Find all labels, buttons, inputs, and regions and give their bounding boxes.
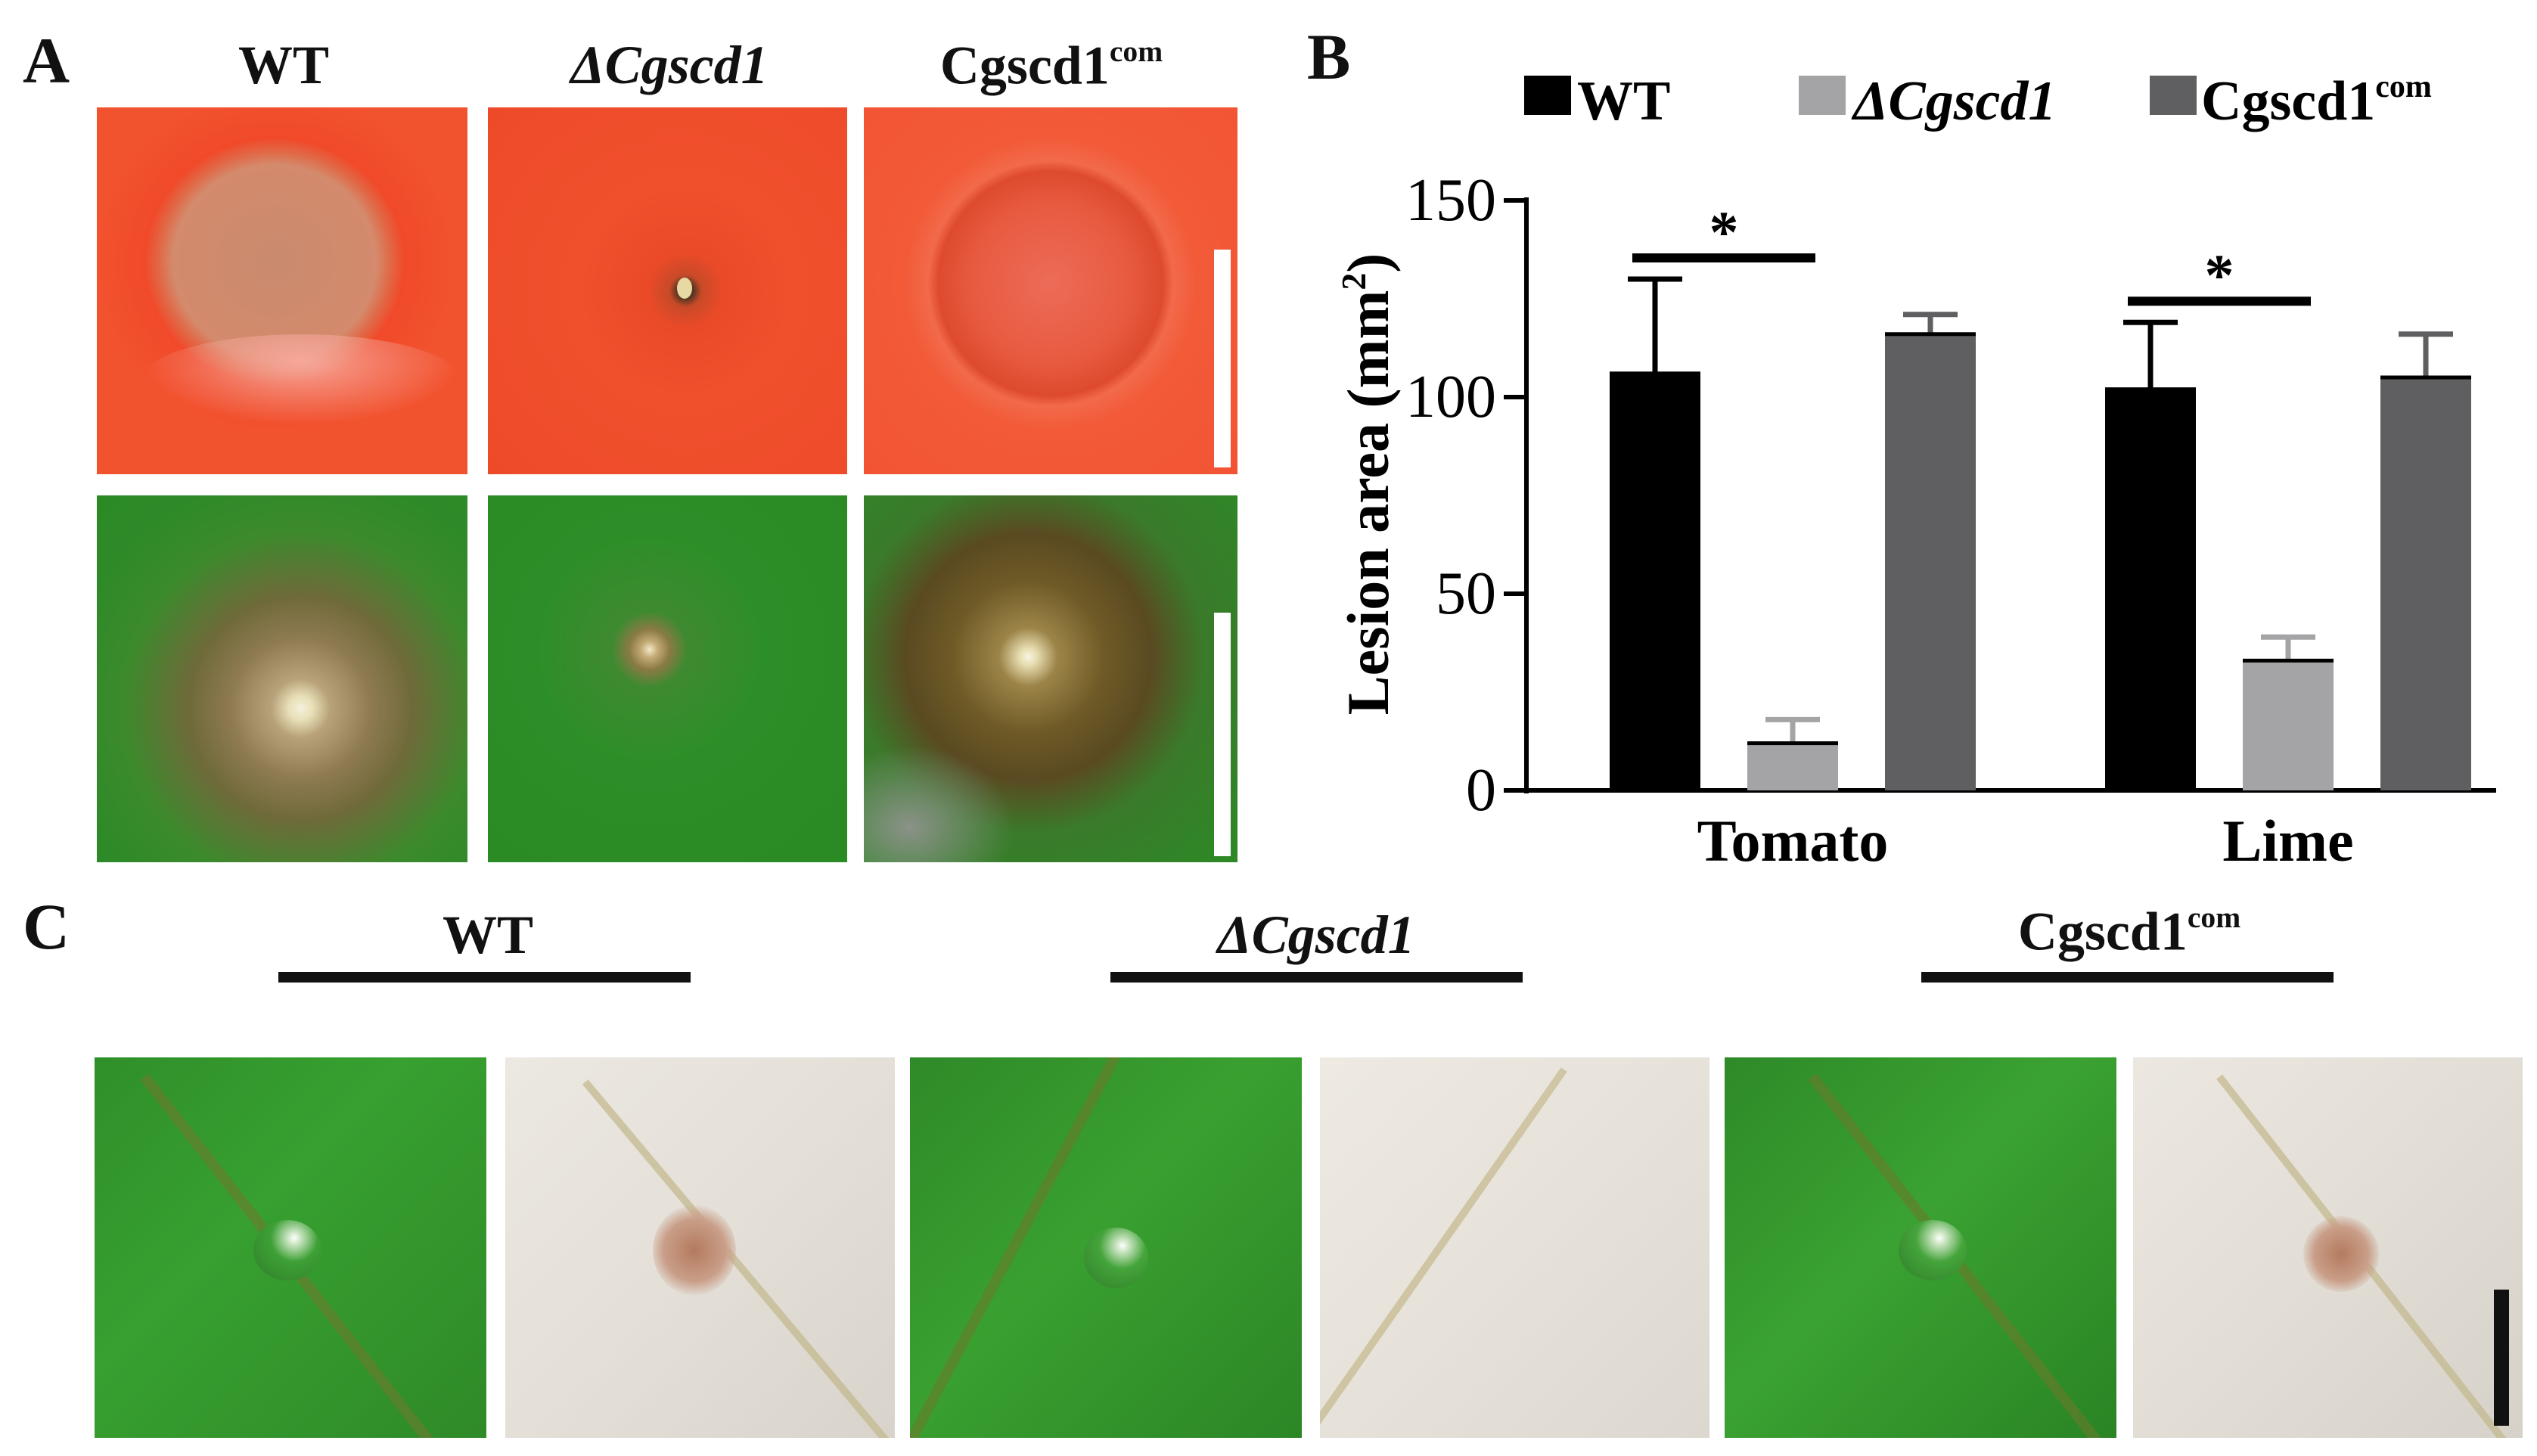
panel-c-header-complement: Cgscd1com bbox=[1925, 900, 2334, 964]
leaf-photo-mutant-cleared bbox=[1320, 1057, 1709, 1438]
panel-c-header-mutant: ΔCgscd1 bbox=[1112, 904, 1520, 967]
panel-c-group-line-complement bbox=[1921, 972, 2334, 983]
lime-photo-complement bbox=[864, 495, 1237, 862]
y-tick-label-100: 100 bbox=[1405, 364, 1496, 430]
droplet-complement bbox=[1899, 1220, 1967, 1281]
leaf-vein-wt-cleared bbox=[582, 1079, 890, 1438]
bar-tomato-1 bbox=[1747, 743, 1838, 790]
bar-lime-1 bbox=[2243, 660, 2334, 790]
lesion-area-chart: WT ΔCgscd1 Cgscd1com Lesion area (mm2) 0… bbox=[1334, 70, 2496, 874]
lesion-stain-wt bbox=[653, 1205, 736, 1296]
panel-c-group-line-wt bbox=[278, 972, 691, 983]
droplet-mutant bbox=[1084, 1228, 1148, 1288]
lesion-stain-complement bbox=[2303, 1216, 2379, 1292]
lime-photo-wt bbox=[97, 495, 467, 862]
tomato-scale-bar bbox=[1214, 250, 1231, 467]
tomato-photo-wt bbox=[97, 107, 467, 474]
x-tick-label-lime: Lime bbox=[2222, 808, 2353, 874]
panel-c-letter: C bbox=[23, 890, 70, 963]
panel-a-header-mutant: ΔCgscd1 bbox=[488, 34, 851, 97]
significance-marker-lime: * bbox=[2205, 242, 2234, 308]
droplet-wt bbox=[253, 1220, 321, 1281]
panel-a-header-complement: Cgscd1com bbox=[870, 34, 1233, 98]
bar-lime-2 bbox=[2380, 377, 2471, 790]
leaf-photo-wt-cleared bbox=[505, 1057, 895, 1438]
lime-scale-bar bbox=[1214, 613, 1231, 856]
y-tick-label-150: 150 bbox=[1405, 167, 1496, 234]
x-tick-label-tomato: Tomato bbox=[1697, 808, 1889, 874]
leaf-photo-mutant-fresh bbox=[910, 1057, 1302, 1438]
panel-a-header-wt: WT bbox=[102, 34, 465, 97]
bar-lime-0 bbox=[2105, 389, 2196, 790]
tomato-lesion-rim-wt bbox=[142, 334, 460, 425]
panel-c-header-mutant-text: ΔCgscd1 bbox=[1217, 905, 1415, 965]
panel-c-header-wt: WT bbox=[284, 904, 692, 967]
leaf-scale-bar bbox=[2494, 1290, 2509, 1426]
panel-a-header-wt-text: WT bbox=[238, 35, 330, 95]
lime-photo-mutant bbox=[488, 495, 847, 862]
panel-c-header-wt-text: WT bbox=[442, 905, 534, 965]
panel-c-header-complement-text: Cgscd1 bbox=[2017, 901, 2188, 962]
leaf-photo-complement-fresh bbox=[1725, 1057, 2116, 1438]
panel-c-group-line-mutant bbox=[1110, 972, 1523, 983]
panel-a-header-complement-sup: com bbox=[1109, 35, 1163, 68]
legend-label-wt: WT bbox=[1577, 70, 1670, 132]
leaf-photo-complement-cleared bbox=[2133, 1057, 2523, 1438]
panel-a-letter: A bbox=[23, 24, 70, 97]
legend-label-complement: Cgscd1com bbox=[2201, 70, 2432, 132]
lime-reflection-complement bbox=[864, 745, 1015, 862]
y-axis-label: Lesion area (mm2) bbox=[1334, 253, 1401, 716]
tomato-inoculation-point-mutant bbox=[677, 278, 692, 299]
chart-bars: Tomato Lime * * bbox=[1610, 199, 2471, 874]
leaf-photo-wt-fresh bbox=[95, 1057, 486, 1438]
panel-b-letter: B bbox=[1307, 20, 1351, 93]
tomato-photo-mutant bbox=[488, 107, 847, 474]
legend-swatch-mutant bbox=[1799, 76, 1846, 115]
bar-tomato-0 bbox=[1610, 373, 1700, 790]
legend-swatch-wt bbox=[1524, 76, 1571, 115]
panel-a-header-mutant-text: ΔCgscd1 bbox=[570, 35, 769, 95]
panel-a-header-complement-text: Cgscd1 bbox=[939, 35, 1110, 96]
leaf-vein-mutant-cleared bbox=[1320, 1067, 1567, 1438]
significance-marker-tomato: * bbox=[1709, 199, 1739, 265]
legend-swatch-complement bbox=[2150, 76, 2197, 115]
bar-tomato-2 bbox=[1885, 334, 1976, 790]
y-tick-label-50: 50 bbox=[1436, 560, 1496, 627]
panel-c-header-complement-sup: com bbox=[2187, 901, 2241, 934]
tomato-photo-complement bbox=[864, 107, 1237, 474]
y-tick-label-0: 0 bbox=[1466, 757, 1496, 824]
legend-label-mutant: ΔCgscd1 bbox=[1851, 70, 2056, 132]
